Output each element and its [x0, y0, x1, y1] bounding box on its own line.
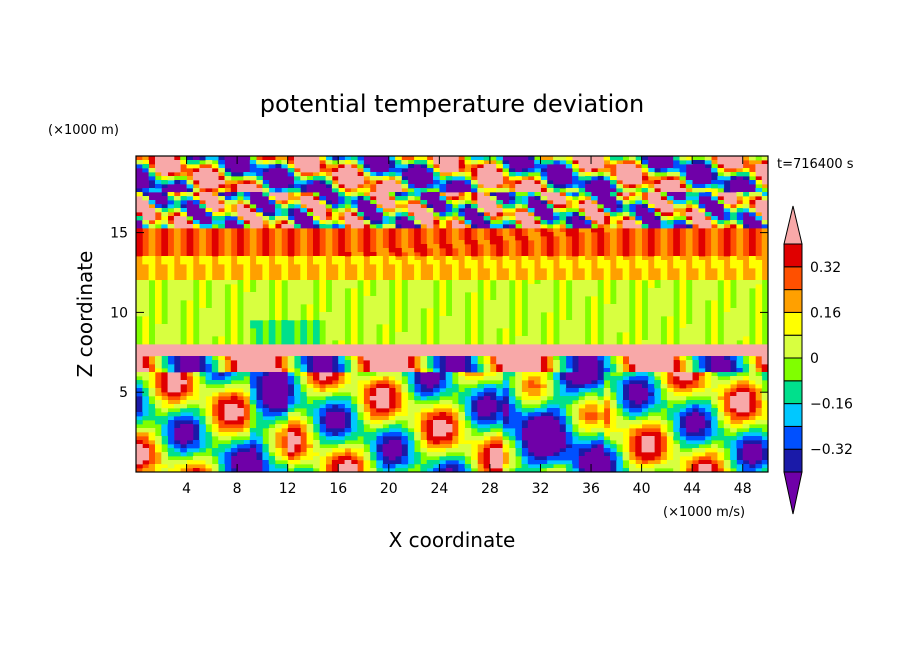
colorbar-band	[783, 334, 803, 359]
x-tick-label: 48	[734, 481, 752, 497]
y-tick-label: 10	[110, 305, 128, 321]
x-tick-label: 8	[233, 481, 242, 497]
colorbar: 0.32 0.16 0 −0.16 −0.32	[783, 205, 853, 515]
contour-band	[136, 156, 768, 472]
contour-band	[136, 156, 768, 472]
x-tick-label: 40	[633, 481, 651, 497]
y-unit-label: (×1000 m)	[48, 123, 119, 138]
y-axis-title: Z coordinate	[73, 251, 97, 378]
colorbar-min-extension	[783, 471, 803, 515]
colorbar-band	[783, 448, 803, 473]
x-tick-label: 32	[532, 481, 550, 497]
contour-band	[136, 156, 768, 472]
x-axis-title: X coordinate	[389, 528, 516, 552]
colorbar-band	[783, 380, 803, 405]
colorbar-band	[783, 425, 803, 450]
colorbar-label: 0	[810, 351, 819, 367]
colorbar-label: −0.16	[810, 397, 853, 413]
colorbar-band	[783, 289, 803, 313]
x-unit-label: (×1000 m/s)	[663, 505, 745, 520]
contour-band	[136, 156, 768, 472]
x-tick-label: 4	[182, 481, 191, 497]
x-tick-label: 24	[430, 481, 448, 497]
y-tick-label: 15	[110, 226, 128, 242]
colorbar-max-extension	[783, 205, 803, 245]
colorbar-band	[783, 266, 803, 291]
colorbar-band	[783, 403, 803, 427]
x-tick-label: 16	[329, 481, 347, 497]
x-tick-label: 28	[481, 481, 499, 497]
x-axis: 4 8 12 16 20 24 28 32 36 40 44 48	[182, 156, 752, 497]
time-label: t=716400 s	[777, 157, 854, 172]
y-tick-label: 5	[119, 385, 128, 401]
x-tick-label: 36	[582, 481, 600, 497]
colorbar-label: 0.16	[810, 305, 841, 321]
contour-band	[136, 156, 763, 472]
contour-band	[136, 156, 768, 472]
colorbar-label: −0.32	[810, 442, 853, 458]
colorbar-label: 0.32	[810, 260, 841, 276]
y-axis: 5 10 15	[110, 226, 768, 401]
contour-band	[136, 156, 768, 472]
colorbar-band	[783, 357, 803, 382]
contour-field	[136, 156, 768, 472]
colorbar-band	[783, 311, 803, 336]
contour-band	[136, 156, 768, 472]
plot-frame	[135, 155, 769, 473]
x-tick-label: 20	[380, 481, 398, 497]
x-tick-label: 44	[683, 481, 701, 497]
chart-title: potential temperature deviation	[260, 90, 644, 118]
x-tick-label: 12	[279, 481, 297, 497]
colorbar-band	[783, 243, 803, 268]
